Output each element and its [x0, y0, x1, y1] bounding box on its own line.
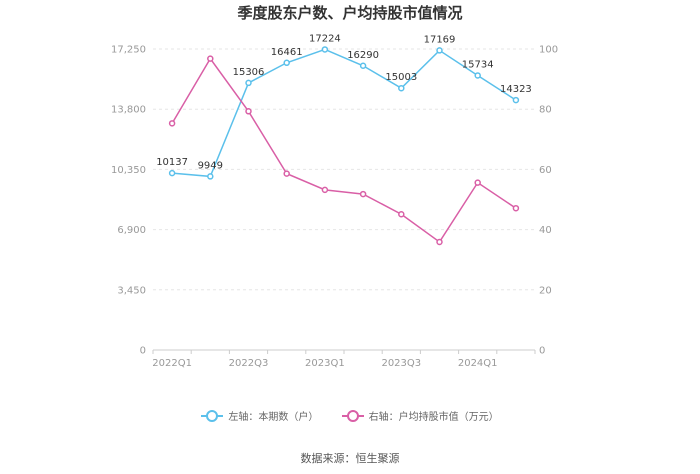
series-point-0 — [245, 79, 252, 87]
series-point-0 — [512, 96, 520, 104]
data-label: 17169 — [424, 34, 456, 45]
x-axis: 2022Q1 2022Q3 2023Q1 2023Q3 2024Q1 — [152, 349, 536, 369]
series-point-0 — [283, 59, 290, 67]
x-tick-label: 2024Q1 — [458, 358, 498, 369]
right-tick-label: 60 — [539, 165, 552, 176]
series-point-0 — [359, 62, 367, 70]
left-tick-label: 3,450 — [117, 285, 146, 296]
right-tick-label: 0 — [539, 346, 545, 357]
legend-item-households[interactable]: 左轴：本期数（户） — [201, 408, 318, 423]
series-point-0 — [207, 173, 214, 180]
legend-label-households: 左轴：本期数（户） — [228, 412, 319, 423]
source-text: 数据来源：恒生聚源 — [300, 452, 400, 465]
series-point-0 — [436, 47, 443, 54]
series-point-1 — [436, 238, 443, 246]
data-label: 16290 — [347, 50, 379, 61]
data-label: 16461 — [271, 47, 303, 58]
series-point-1 — [398, 210, 405, 218]
right-tick-label: 20 — [539, 285, 552, 296]
series-point-0 — [168, 169, 176, 177]
data-label: 15003 — [385, 72, 417, 83]
data-label: 14323 — [500, 84, 532, 95]
x-tick-label: 2023Q3 — [381, 358, 421, 369]
legend-swatch-avg-holding — [341, 409, 364, 422]
series-point-1 — [245, 108, 252, 115]
legend-swatch-households — [201, 409, 224, 422]
data-label: 15734 — [462, 59, 494, 70]
right-tick-label: 80 — [539, 105, 552, 116]
series-point-1 — [512, 204, 520, 212]
left-tick-label: 6,900 — [117, 225, 146, 236]
series-point-0 — [321, 46, 329, 53]
right-axis: 0 20 40 60 80 100 — [539, 45, 558, 357]
series-lines — [168, 46, 520, 246]
legend-item-avg-holding[interactable]: 右轴：户均持股市值（万元） — [341, 408, 499, 423]
data-label: 15306 — [233, 67, 265, 78]
grid-lines — [153, 48, 535, 291]
left-axis: 0 3,450 6,900 10,350 13,800 17,250 — [111, 45, 146, 357]
data-label: 9949 — [198, 160, 223, 171]
legend-label-avg-holding: 右轴：户均持股市值（万元） — [368, 412, 499, 423]
series-point-1 — [321, 186, 329, 194]
series-point-1 — [283, 170, 290, 177]
left-tick-label: 17,250 — [111, 45, 146, 56]
x-tick-label: 2022Q3 — [229, 358, 269, 369]
x-tick-label: 2023Q1 — [305, 358, 345, 369]
left-tick-label: 0 — [140, 346, 146, 357]
legend: 左轴：本期数（户） 右轴：户均持股市值（万元） — [0, 408, 700, 424]
series-point-0 — [474, 72, 481, 79]
left-tick-label: 10,350 — [111, 165, 146, 176]
series-line-1 — [171, 57, 517, 244]
series-point-1 — [359, 190, 367, 198]
x-tick-label: 2022Q1 — [152, 358, 192, 369]
chart-title: 季度股东户数、户均持股市值情况 — [237, 4, 463, 22]
left-tick-label: 13,800 — [111, 105, 146, 116]
series-point-1 — [474, 179, 481, 186]
series-point-1 — [207, 55, 214, 62]
series-line-0 — [172, 48, 517, 178]
right-tick-label: 100 — [539, 45, 558, 56]
series-point-0 — [398, 84, 405, 92]
data-label: 10137 — [156, 157, 188, 168]
data-label: 17224 — [309, 33, 341, 44]
right-tick-label: 40 — [539, 225, 552, 236]
data-labels: 10137 9949 15306 16461 17224 16290 15003 17169 1… — [156, 33, 532, 171]
series-point-1 — [168, 120, 176, 127]
